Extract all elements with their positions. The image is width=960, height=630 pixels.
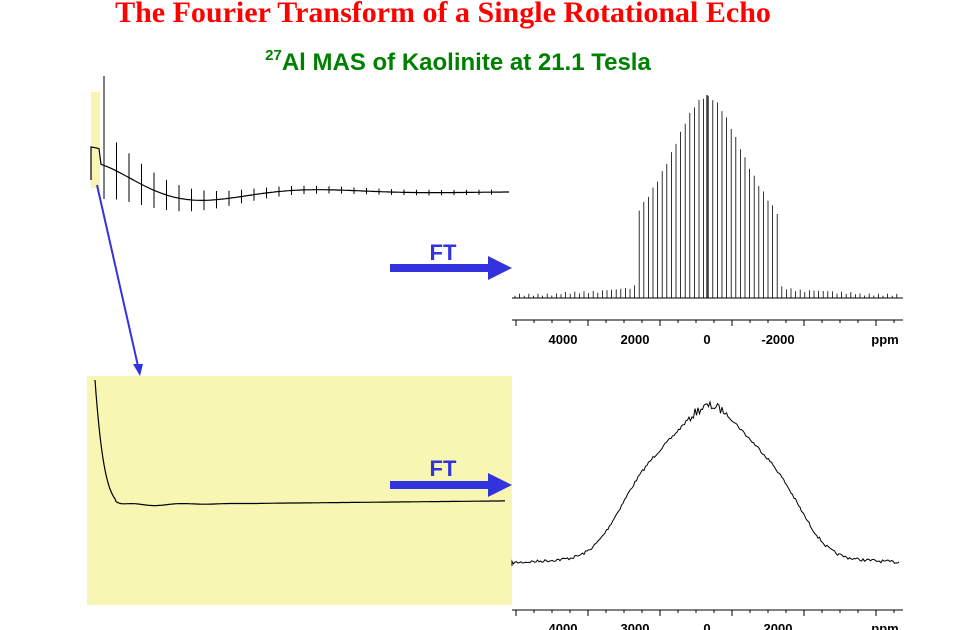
zoom-arrow-head [133, 364, 143, 376]
axis-label: 0 [703, 332, 710, 347]
subtitle-sup: 27 [265, 47, 282, 64]
axis-label: 4000 [549, 332, 578, 347]
ft-arrow [390, 481, 490, 489]
axis-label: 2000 [621, 332, 650, 347]
highlight [91, 92, 100, 188]
axis-label: 3000 [621, 621, 650, 630]
fid-trace [90, 146, 509, 201]
ft-label: FT [430, 240, 457, 265]
axis-label: ppm [871, 332, 898, 347]
axis-label: 4000 [549, 621, 578, 630]
ft-arrow [390, 264, 490, 272]
title: The Fourier Transform of a Single Rotati… [115, 0, 771, 29]
zoom-arrow [96, 184, 139, 367]
ft-arrow-head [488, 256, 512, 280]
axis-label: 0 [703, 621, 710, 630]
subtitle-text: Al MAS of Kaolinite at 21.1 Tesla [282, 49, 652, 76]
zoom-box [87, 376, 512, 605]
spectrum-trace [511, 400, 900, 566]
ft-label: FT [430, 456, 457, 481]
fid-zoom-trace [94, 379, 505, 507]
ft-arrow-head [488, 473, 512, 497]
axis-label: ppm [871, 621, 898, 630]
axis-label: 2000 [764, 621, 793, 630]
subtitle: 27Al MAS of Kaolinite at 21.1 Tesla [265, 47, 651, 76]
axis-label: -2000 [761, 332, 794, 347]
